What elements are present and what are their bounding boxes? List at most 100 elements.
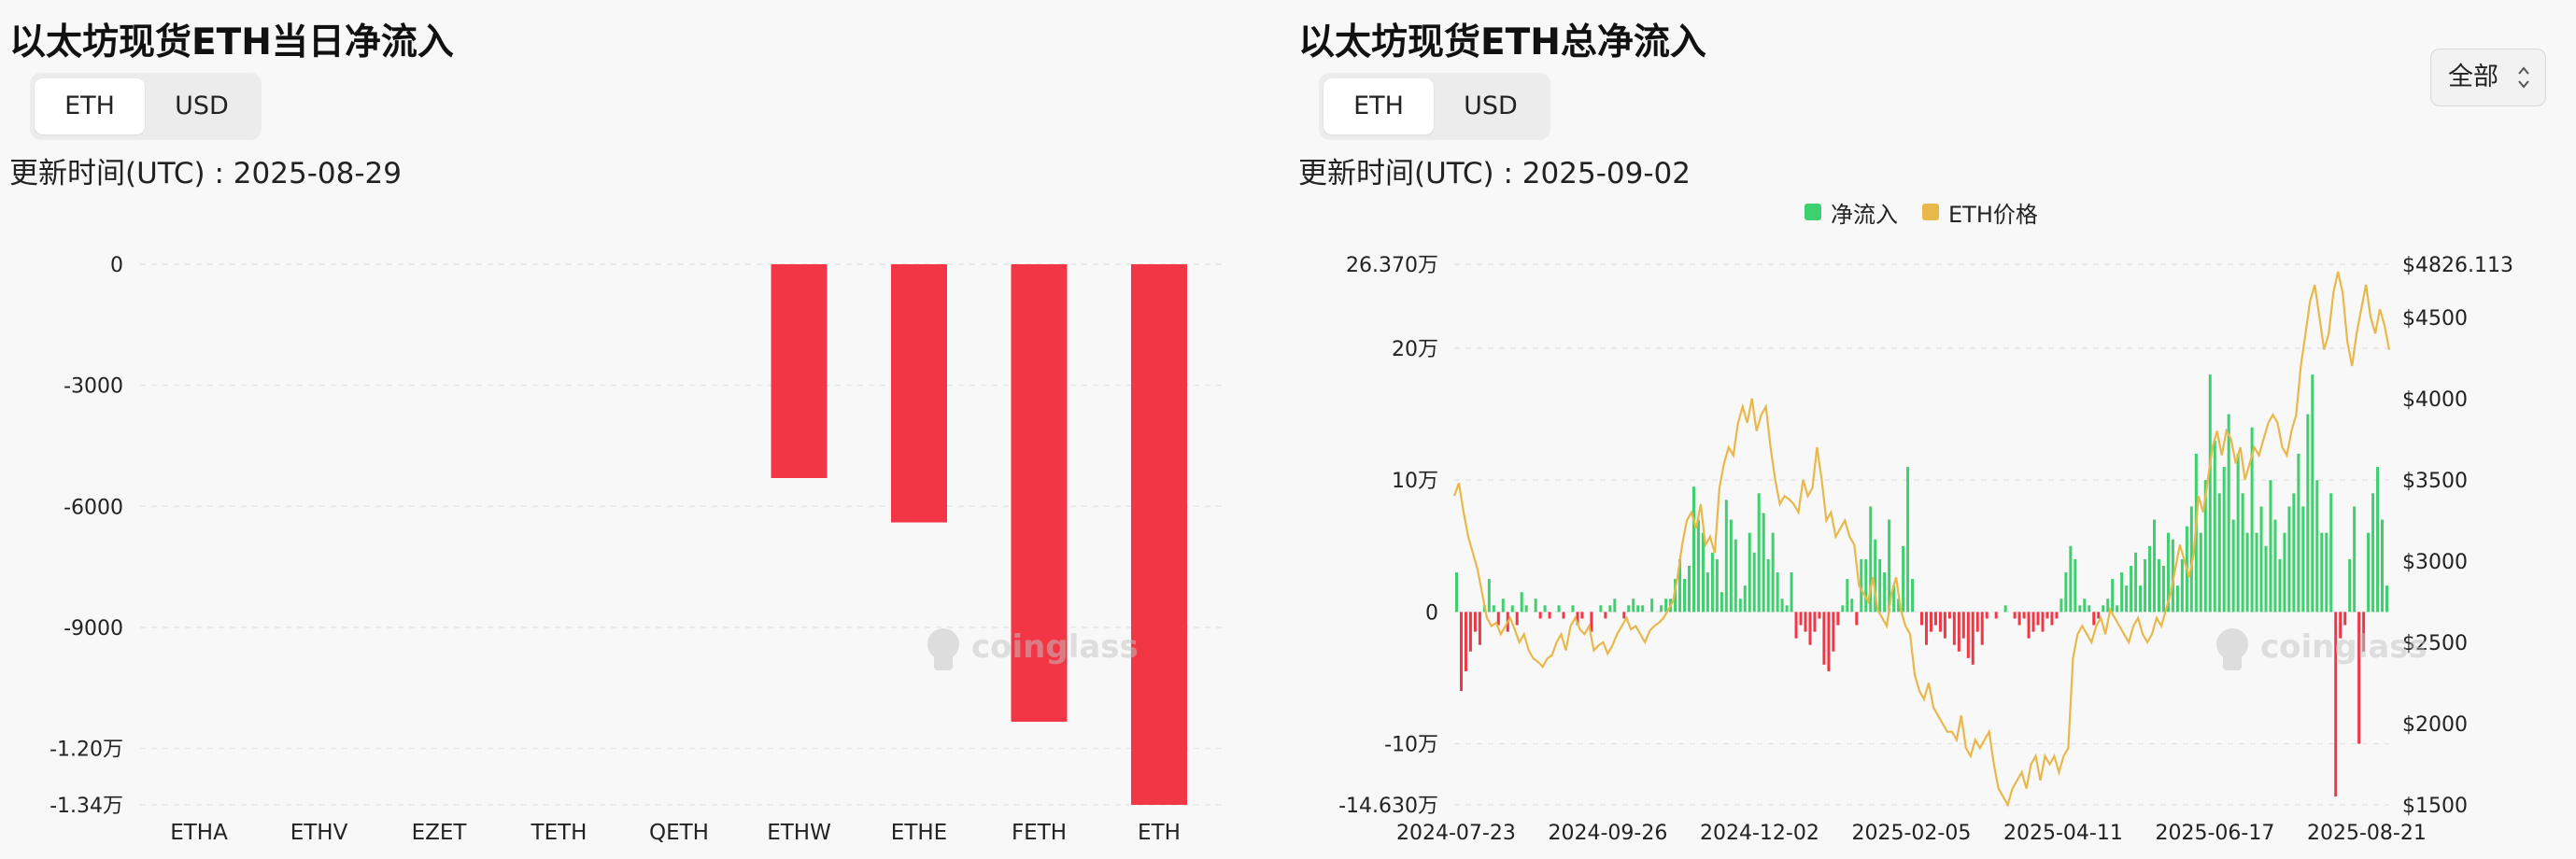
- toggle-eth-button-right[interactable]: ETH: [1323, 78, 1434, 134]
- x-tick-label-3: 2025-02-05: [1852, 822, 1972, 845]
- legend-eth-price[interactable]: ETH价格: [1922, 196, 2038, 229]
- net-flow-bar-129: [2055, 612, 2059, 619]
- net-flow-bar-12: [1510, 605, 1514, 613]
- net-flow-bar-127: [2045, 612, 2049, 619]
- net-flow-bar-103: [1933, 612, 1937, 626]
- net-flow-bar-73: [1794, 612, 1798, 639]
- net-flow-bar-84: [1846, 579, 1849, 613]
- net-flow-bar-125: [2036, 612, 2040, 626]
- right-axis-tick-4: $3000: [2402, 551, 2468, 574]
- net-flow-bar-198: [2376, 467, 2380, 613]
- net-flow-bar-118: [2003, 605, 2007, 613]
- net-flow-bar-187: [2325, 532, 2328, 613]
- toggle-eth-button-left[interactable]: ETH: [35, 78, 145, 134]
- net-flow-bar-63: [1748, 532, 1751, 613]
- net-flow-bar-82: [1836, 612, 1840, 626]
- net-flow-bar-134: [2078, 605, 2082, 613]
- legend-net-inflow[interactable]: 净流入: [1805, 196, 1898, 229]
- net-flow-bar-38: [1632, 598, 1635, 613]
- net-flow-bar-54: [1706, 572, 1709, 613]
- net-flow-bar-168: [2236, 453, 2240, 613]
- legend-swatch-price: [1922, 204, 1939, 220]
- net-flow-bar-105: [1943, 612, 1946, 639]
- y-tick-label-1: -3000: [64, 375, 123, 399]
- net-flow-bar-72: [1790, 572, 1793, 613]
- toggle-usd-button-left[interactable]: USD: [175, 92, 229, 120]
- chart-legend: 净流入 ETH价格: [1805, 196, 2038, 229]
- right-axis-tick-7: $1500: [2402, 795, 2468, 818]
- net-flow-bar-131: [2064, 572, 2068, 613]
- left-axis-tick-1: 20万: [1392, 338, 1438, 361]
- net-flow-bar-111: [1971, 612, 1974, 665]
- net-flow-bar-156: [2180, 558, 2184, 613]
- net-flow-bar-14: [1520, 592, 1523, 613]
- y-tick-label-2: -6000: [64, 496, 123, 519]
- net-flow-bar-1: [1459, 612, 1463, 692]
- net-flow-bar-102: [1929, 612, 1932, 632]
- coinglass-watermark: coinglass: [927, 628, 1139, 670]
- net-flow-bar-40: [1641, 605, 1645, 613]
- net-flow-bar-179: [2287, 506, 2291, 613]
- net-flow-bar-95: [1897, 598, 1901, 613]
- watermark-logo-icon-base: [2223, 654, 2242, 670]
- net-flow-bar-163: [2213, 440, 2216, 613]
- net-flow-bar-52: [1696, 519, 1700, 613]
- net-flow-bar-74: [1799, 612, 1803, 626]
- net-flow-bar-116: [1994, 612, 1998, 619]
- x-tick-label-QETH: QETH: [649, 821, 709, 845]
- net-flow-bar-143: [2120, 572, 2124, 613]
- net-flow-bar-191: [2343, 612, 2347, 626]
- net-flow-bar-195: [2362, 612, 2366, 652]
- net-flow-bar-44: [1660, 605, 1663, 613]
- net-flow-bar-4: [1473, 612, 1477, 632]
- net-flow-bar-167: [2231, 519, 2235, 613]
- x-tick-label-ETHW: ETHW: [767, 821, 831, 845]
- net-flow-bar-31: [1599, 605, 1603, 613]
- net-flow-bar-47: [1674, 579, 1677, 613]
- net-flow-bar-174: [2264, 545, 2268, 613]
- x-tick-label-FETH: FETH: [1012, 821, 1067, 845]
- net-flow-bar-94: [1892, 585, 1896, 613]
- toggle-usd-button-right[interactable]: USD: [1464, 92, 1518, 120]
- y-tick-label-0: 0: [110, 254, 123, 277]
- right-axis-tick-6: $2000: [2402, 713, 2468, 737]
- left-axis-tick-2: 10万: [1392, 470, 1438, 493]
- net-flow-bar-170: [2245, 532, 2249, 613]
- net-flow-bar-101: [1924, 612, 1928, 645]
- watermark-text: coinglass: [971, 628, 1139, 666]
- net-flow-bar-145: [2130, 565, 2133, 613]
- total-net-inflow-panel: 以太坊现货ETH总净流入 ETH USD 更新时间(UTC) : 2025-09…: [1289, 0, 2576, 859]
- legend-label-net: 净流入: [1831, 201, 1898, 228]
- net-flow-bar-49: [1683, 579, 1687, 613]
- net-flow-bar-69: [1776, 572, 1779, 613]
- net-flow-bar-77: [1813, 612, 1817, 632]
- net-flow-bar-25: [1571, 605, 1575, 613]
- net-flow-bar-155: [2175, 585, 2179, 613]
- net-flow-bar-32: [1604, 612, 1607, 619]
- right-axis-tick-1: $4500: [2402, 307, 2468, 331]
- net-flow-bar-8: [1492, 605, 1495, 613]
- net-flow-bar-36: [1622, 612, 1626, 619]
- net-flow-bar-91: [1878, 558, 1882, 613]
- net-flow-bar-154: [2171, 539, 2174, 613]
- net-flow-bar-122: [2022, 612, 2026, 619]
- watermark-logo-icon-base: [934, 654, 953, 670]
- net-flow-bar-182: [2301, 506, 2305, 613]
- net-flow-bar-39: [1636, 605, 1640, 613]
- net-flow-bar-185: [2315, 480, 2319, 613]
- net-flow-bar-151: [2157, 558, 2160, 613]
- x-tick-label-1: 2024-09-26: [1549, 822, 1668, 845]
- net-flow-bar-50: [1688, 565, 1691, 613]
- range-select[interactable]: 全部: [2430, 49, 2546, 106]
- x-tick-label-4: 2025-04-11: [2003, 822, 2123, 845]
- net-flow-bar-109: [1961, 612, 1965, 639]
- unit-toggle-right: ETH USD: [1319, 73, 1550, 140]
- net-flow-bar-26: [1576, 612, 1579, 626]
- net-flow-bar-165: [2222, 467, 2226, 613]
- net-flow-bar-126: [2041, 612, 2045, 632]
- net-flow-bar-83: [1841, 605, 1845, 613]
- bar-ETHE: [891, 264, 947, 523]
- net-flow-bar-181: [2297, 453, 2300, 613]
- net-flow-bar-45: [1664, 598, 1668, 613]
- x-tick-label-5: 2025-06-17: [2156, 822, 2275, 845]
